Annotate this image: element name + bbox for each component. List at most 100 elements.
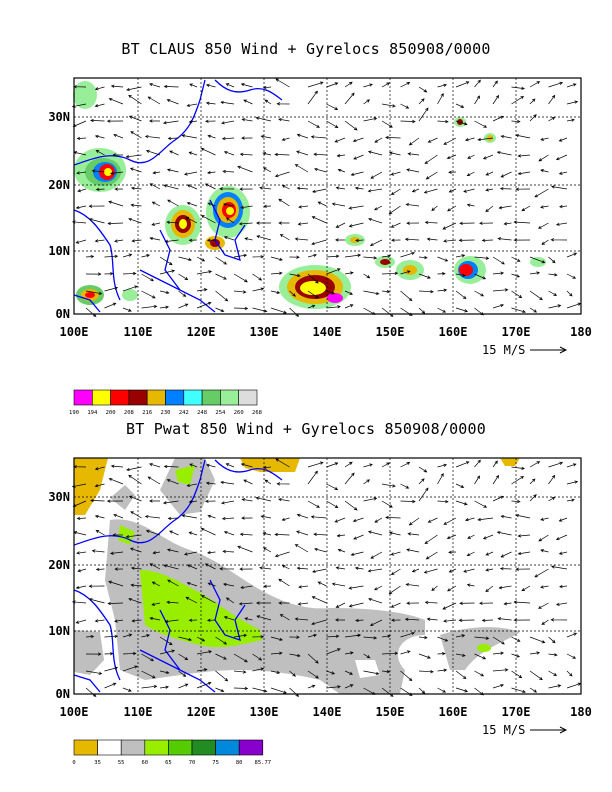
wind-arrow [381, 483, 396, 488]
wind-arrow [221, 136, 235, 141]
wind-arrow [455, 81, 470, 88]
wind-arrow [492, 94, 500, 105]
wind-arrow [474, 79, 481, 88]
wind-arrow [110, 171, 124, 175]
wind-arrow [385, 515, 401, 520]
wind-arrow [334, 517, 346, 523]
wind-arrow [363, 117, 378, 122]
wind-arrow [400, 670, 413, 682]
wind-arrow [485, 171, 494, 176]
claus-plot-area [71, 77, 582, 318]
wind-arrow [112, 533, 123, 537]
wind-arrow [344, 81, 353, 88]
wind-arrow [437, 288, 448, 292]
wind-arrow [281, 137, 290, 142]
wind-arrow [548, 461, 564, 468]
wind-arrow [149, 616, 161, 621]
wind-arrow [442, 222, 457, 230]
wind-arrow [196, 681, 212, 689]
wind-arrow [474, 273, 487, 280]
wind-arrow [511, 670, 523, 679]
wind-arrow [178, 303, 189, 309]
wind-arrow [169, 530, 179, 536]
wind-arrow [104, 254, 119, 259]
wind-arrow [481, 238, 494, 243]
colorbar-label: 260 [234, 410, 244, 416]
wind-arrow [296, 150, 309, 156]
wind-arrow [225, 217, 235, 224]
wind-arrow [400, 499, 416, 504]
wind-arrow [152, 551, 161, 555]
wind-arrow [437, 256, 449, 262]
wind-arrow [548, 94, 556, 105]
wind-arrow [492, 80, 498, 88]
wind-arrow [205, 83, 216, 88]
wind-arrow [548, 256, 556, 264]
wind-arrow [186, 581, 198, 587]
wind-arrow [262, 152, 272, 156]
wind-arrow [548, 290, 558, 296]
wind-arrow [233, 686, 249, 691]
lon-label: 110E [124, 705, 153, 719]
wind-arrow [496, 150, 512, 156]
wind-arrow [466, 551, 475, 557]
wind-arrow [335, 566, 346, 570]
wind-arrow [511, 687, 526, 694]
wind-arrow [558, 171, 568, 175]
wind-arrow [479, 601, 494, 605]
wind-arrow [548, 304, 562, 309]
wind-arrow [270, 256, 283, 262]
wind-arrow [141, 653, 154, 662]
wind-arrow [566, 100, 579, 105]
wind-arrow [255, 496, 272, 502]
wind-arrow [513, 220, 531, 224]
wind-arrow [188, 531, 198, 536]
wind-arrow [233, 306, 249, 311]
wind-arrow [353, 154, 364, 160]
wind-arrow [241, 136, 253, 140]
wind-arrow [94, 483, 105, 488]
wind-arrow [515, 513, 531, 519]
wind-arrow [400, 82, 411, 88]
wind-arrow [541, 619, 549, 625]
wind-arrow [307, 500, 320, 508]
wind-arrow [548, 653, 558, 657]
wind-arrow [566, 118, 575, 122]
wind-arrow [88, 204, 105, 208]
wind-arrow [90, 118, 105, 123]
wind-arrow [385, 135, 401, 140]
wind-arrow [418, 289, 434, 294]
wind-arrow [159, 305, 170, 309]
wind-arrow [474, 256, 490, 260]
wind-arrow [437, 473, 444, 485]
wind-arrow [114, 567, 124, 571]
wind-arrow [108, 477, 124, 485]
wind-arrow [555, 534, 568, 541]
wind-arrow [363, 99, 371, 105]
wind-arrow [75, 205, 87, 210]
wind-arrow [335, 238, 346, 242]
wind-arrow [238, 222, 253, 226]
wind-arrow [381, 634, 391, 638]
wind-arrow [492, 288, 509, 292]
wind-arrow [481, 618, 494, 623]
wind-arrow [145, 149, 161, 156]
wind-arrow [381, 462, 390, 468]
wind-arrow [344, 684, 354, 689]
colorbar-swatch [97, 739, 122, 756]
wind-arrow [497, 237, 512, 241]
wind-arrow [517, 154, 531, 158]
wind-arrow [252, 273, 263, 281]
wind-arrow [404, 237, 420, 242]
wind-arrow [474, 636, 490, 640]
wind-arrow [237, 165, 253, 173]
wind-arrow [405, 202, 420, 207]
wind-arrow [400, 483, 410, 489]
wind-arrow [559, 584, 568, 589]
wind-arrow [354, 566, 364, 570]
wind-arrow [104, 302, 117, 309]
colorbar-label: 268 [252, 410, 262, 416]
wind-arrow [275, 78, 290, 88]
wind-arrow [426, 237, 438, 241]
wind-arrow [215, 307, 225, 313]
